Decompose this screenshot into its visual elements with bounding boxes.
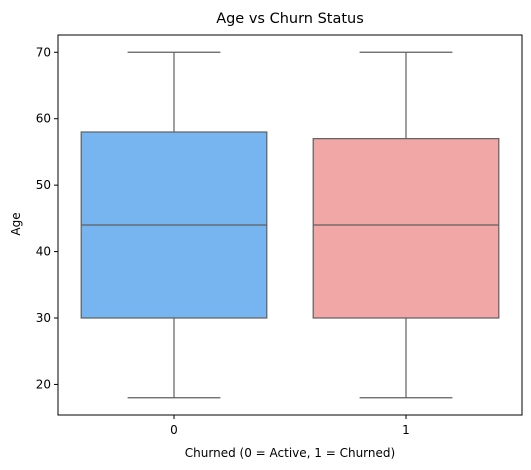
y-tick-label: 20 [36,377,51,391]
plot-area [80,51,500,399]
x-tick-label: 1 [402,423,410,437]
iqr-box [312,138,500,319]
y-tick-label: 70 [36,45,51,59]
y-tick-label: 60 [36,112,51,126]
box-group-0 [80,51,268,399]
y-tick-label: 40 [36,245,51,259]
x-tick-label: 0 [170,423,178,437]
y-axis-label: Age [9,212,23,235]
box-group-1 [312,51,500,399]
y-tick-label: 30 [36,311,51,325]
y-tick-label: 50 [36,178,51,192]
y-axis: 20 30 40 50 60 70 [36,45,58,391]
chart-title: Age vs Churn Status [216,11,364,27]
x-axis-label: Churned (0 = Active, 1 = Churned) [185,446,395,460]
plot-frame [57,34,523,416]
